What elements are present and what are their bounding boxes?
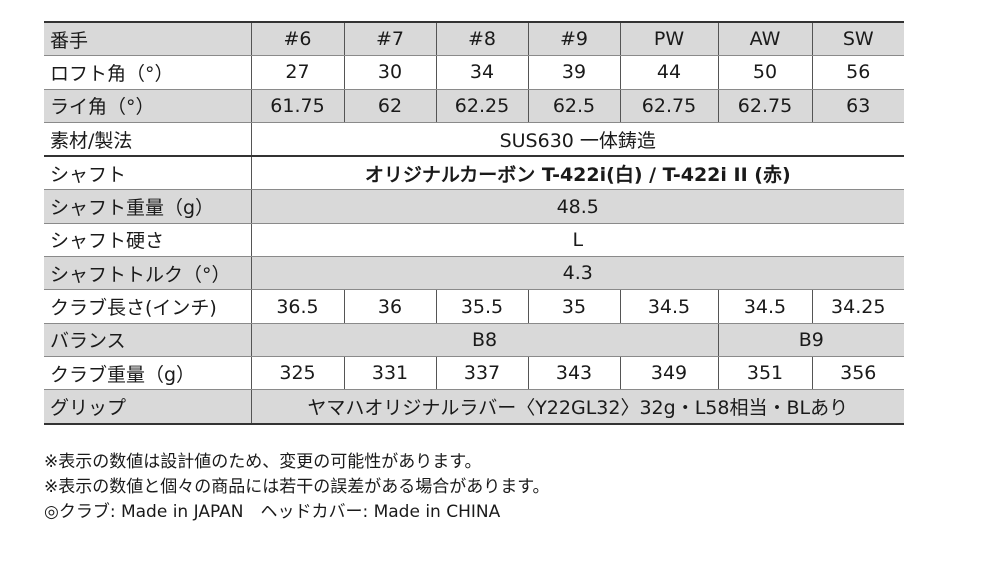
value-cell: 34.5 xyxy=(619,289,719,324)
value-cell: 331 xyxy=(343,356,437,391)
row-label: シャフト重量（g） xyxy=(44,189,252,224)
value-cell: 62.25 xyxy=(435,89,529,123)
value-cell: 351 xyxy=(717,356,813,391)
shaft-flex-value: L xyxy=(250,223,904,258)
row-label: シャフトトルク（°） xyxy=(44,256,252,291)
row-material: 素材/製法 SUS630 一体鋳造 xyxy=(44,122,904,157)
value-cell: 337 xyxy=(435,356,529,391)
row-club-number: 番手 #6 #7 #8 #9 PW AW SW xyxy=(44,21,904,57)
value-cell: 356 xyxy=(811,356,904,391)
row-length: クラブ長さ(インチ) 36.5 36 35.5 35 34.5 34.5 34.… xyxy=(44,289,904,324)
value-cell: 62.75 xyxy=(619,89,719,123)
row-shaft-flex: シャフト硬さ L xyxy=(44,223,904,258)
shaft-torque-value: 4.3 xyxy=(250,256,904,291)
row-shaft-weight: シャフト重量（g） 48.5 xyxy=(44,189,904,224)
row-label: 番手 xyxy=(44,21,252,57)
value-cell: 34.25 xyxy=(811,289,904,324)
value-cell: 27 xyxy=(250,55,345,90)
club-header-cell: #9 xyxy=(527,21,621,57)
club-header-cell: PW xyxy=(619,21,719,57)
club-header-cell: #6 xyxy=(250,21,345,57)
value-cell: 35 xyxy=(527,289,621,324)
balance-value-right: B9 xyxy=(717,323,904,357)
value-cell: 61.75 xyxy=(250,89,345,123)
value-cell: 34.5 xyxy=(717,289,813,324)
footnote: ※表示の数値は設計値のため、変更の可能性があります。 xyxy=(44,452,482,472)
club-header-cell: #7 xyxy=(343,21,437,57)
row-grip: グリップ ヤマハオリジナルラバー〈Y22GL32〉32g・L58相当・BLあり xyxy=(44,389,904,425)
row-label: シャフト硬さ xyxy=(44,223,252,258)
row-label: ロフト角（°） xyxy=(44,55,252,90)
row-label: クラブ長さ(インチ) xyxy=(44,289,252,324)
row-shaft: シャフト オリジナルカーボン T-422i(白) / T-422i II (赤) xyxy=(44,155,904,191)
shaft-weight-value: 48.5 xyxy=(250,189,904,224)
value-cell: 343 xyxy=(527,356,621,391)
value-cell: 34 xyxy=(435,55,529,90)
value-cell: 62.5 xyxy=(527,89,621,123)
row-loft: ロフト角（°） 27 30 34 39 44 50 56 xyxy=(44,55,904,90)
value-cell: 35.5 xyxy=(435,289,529,324)
material-value: SUS630 一体鋳造 xyxy=(250,122,904,157)
value-cell: 349 xyxy=(619,356,719,391)
shaft-value: オリジナルカーボン T-422i(白) / T-422i II (赤) xyxy=(250,155,904,191)
value-cell: 325 xyxy=(250,356,345,391)
row-club-weight: クラブ重量（g） 325 331 337 343 349 351 356 xyxy=(44,356,904,391)
footnotes: ※表示の数値は設計値のため、変更の可能性があります。 ※表示の数値と個々の商品に… xyxy=(44,450,550,525)
row-label: バランス xyxy=(44,323,252,357)
value-cell: 30 xyxy=(343,55,437,90)
row-label: ライ角（°） xyxy=(44,89,252,123)
value-cell: 62.75 xyxy=(717,89,813,123)
row-label: グリップ xyxy=(44,389,252,425)
club-header-cell: #8 xyxy=(435,21,529,57)
footnote: ◎クラブ: Made in JAPAN ヘッドカバー: Made in CHIN… xyxy=(44,502,501,522)
spec-table: 番手 #6 #7 #8 #9 PW AW SW ロフト角（°） 27 30 34… xyxy=(44,21,904,425)
value-cell: 50 xyxy=(717,55,813,90)
value-cell: 44 xyxy=(619,55,719,90)
value-cell: 36 xyxy=(343,289,437,324)
row-label: シャフト xyxy=(44,155,252,191)
value-cell: 39 xyxy=(527,55,621,90)
row-lie: ライ角（°） 61.75 62 62.25 62.5 62.75 62.75 6… xyxy=(44,89,904,123)
value-cell: 56 xyxy=(811,55,904,90)
value-cell: 63 xyxy=(811,89,904,123)
row-label: 素材/製法 xyxy=(44,122,252,157)
row-shaft-torque: シャフトトルク（°） 4.3 xyxy=(44,256,904,291)
value-cell: 36.5 xyxy=(250,289,345,324)
grip-value: ヤマハオリジナルラバー〈Y22GL32〉32g・L58相当・BLあり xyxy=(250,389,904,425)
club-header-cell: AW xyxy=(717,21,813,57)
footnote: ※表示の数値と個々の商品には若干の誤差がある場合があります。 xyxy=(44,477,550,497)
value-cell: 62 xyxy=(343,89,437,123)
row-label: クラブ重量（g） xyxy=(44,356,252,391)
balance-value-left: B8 xyxy=(250,323,719,357)
club-header-cell: SW xyxy=(811,21,904,57)
row-balance: バランス B8 B9 xyxy=(44,323,904,357)
